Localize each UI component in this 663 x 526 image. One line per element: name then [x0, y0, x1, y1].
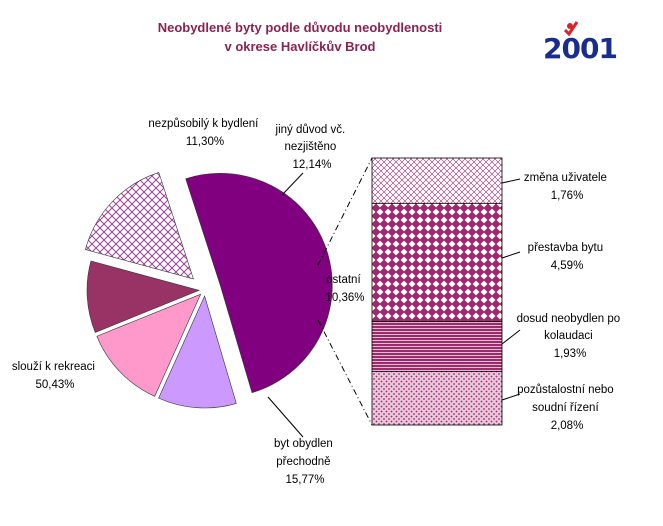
label-ostatni: ostatní 10,36% — [325, 274, 364, 304]
bar-segment-prestavba — [371, 202, 503, 323]
label-jiny: jiný důvod vč. nezjištěno 12,14% — [275, 124, 349, 171]
connector-line-top — [317, 157, 373, 266]
connector-line-bottom — [317, 319, 373, 426]
bar-segment-dosud — [371, 321, 503, 372]
leader-line-prechodne — [267, 396, 304, 438]
label-nezpusobily: nezpůsobilý k bydlení 11,30% — [148, 118, 261, 148]
checkmark-icon — [563, 21, 579, 37]
leader-line-zmena — [501, 178, 521, 184]
leader-line-prestavba — [501, 251, 521, 259]
chart-title: Neobydlené byty podle důvodu neobydlenos… — [100, 18, 500, 56]
census-2001-logo: 2001 — [543, 18, 623, 68]
label-prechodne: byt obydlen přechodně 15,77% — [274, 438, 336, 486]
pie-slice-prechodne — [84, 172, 194, 280]
bar-segment-pozustalost — [371, 370, 503, 426]
logo-text: 2001 — [543, 32, 618, 65]
leader-line-dosud — [501, 329, 521, 345]
pie-slice-ostatni — [86, 260, 200, 333]
label-prestavba: přestavba bytu 4,59% — [528, 242, 607, 272]
chart-title-line-1: Neobydlené byty podle důvodu neobydlenos… — [157, 20, 443, 35]
pie-slice-rekreace — [185, 172, 333, 394]
leader-line-pozustalost — [501, 393, 521, 401]
pie-slice-nezpusobily — [158, 295, 237, 409]
pie-slice-jiny — [96, 293, 202, 397]
label-zmena: změna uživatele 1,76% — [524, 172, 610, 202]
chart-title-line-2: v okrese Havlíčkův Brod — [224, 39, 376, 54]
bar-segment-zmena — [371, 157, 503, 204]
label-dosud: dosud neobydlen po kolaudaci 1,93% — [517, 313, 624, 360]
label-pozustalost: pozůstalostní nebo soudní řízení 2,08% — [517, 384, 617, 432]
leader-line-jiny — [281, 172, 304, 196]
label-rekreace: slouží k rekreaci 50,43% — [12, 361, 98, 391]
